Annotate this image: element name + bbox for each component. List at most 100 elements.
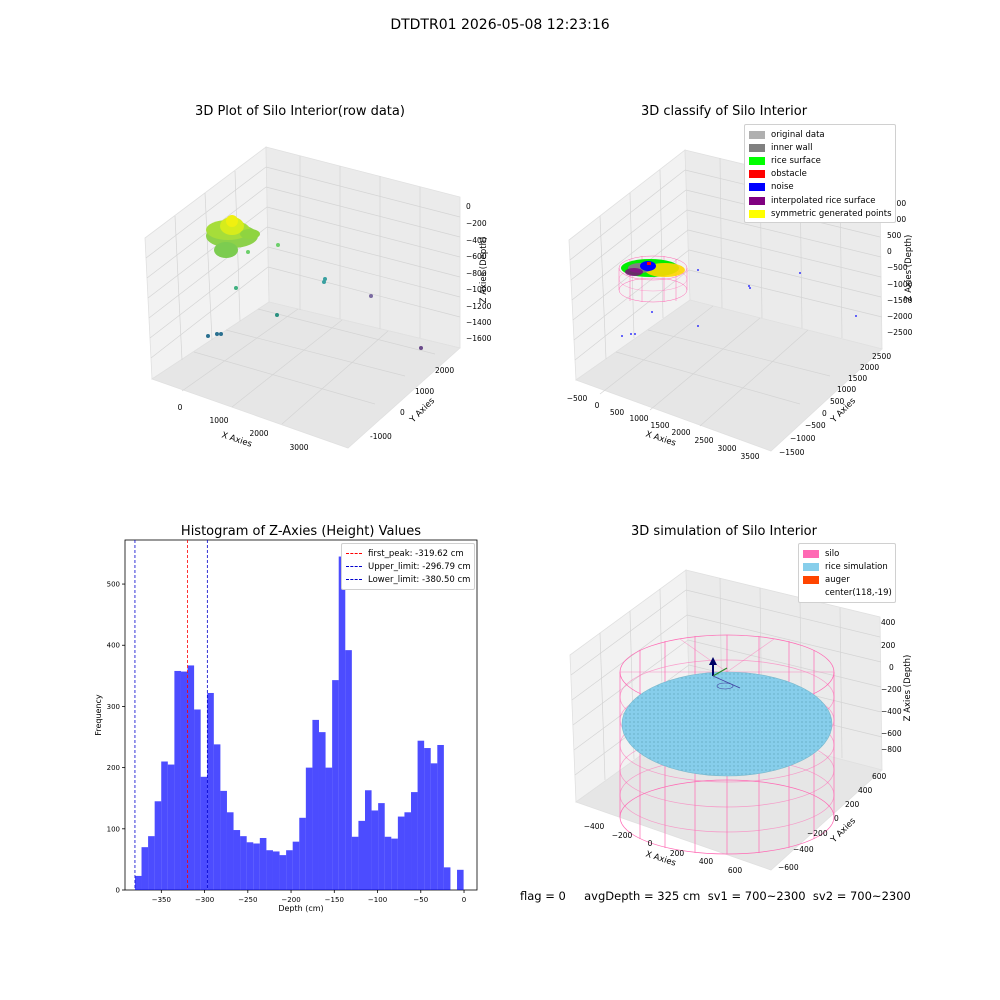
histogram-bar	[443, 867, 451, 890]
histogram-bar	[305, 767, 313, 890]
figure-title: DTDTR01 2026-05-08 12:23:16	[390, 17, 610, 33]
classify-ytick-5: 1000	[837, 385, 856, 394]
histogram-bar	[378, 803, 385, 890]
classify-ztick-3: 0	[887, 247, 892, 256]
histogram-bar	[154, 801, 162, 890]
histogram-legend: first_peak: -319.62 cm Upper_limit: -296…	[341, 543, 475, 590]
histogram-bar	[384, 836, 392, 890]
classify-ytick-3: 0	[822, 409, 827, 418]
classify-legend-swatch	[749, 130, 765, 139]
raw-ztick-0: 0	[466, 202, 471, 211]
raw-ytick-3: 2000	[435, 366, 454, 375]
sim-xtick-1: −200	[612, 831, 633, 840]
sim-ztick-4: −400	[881, 707, 902, 716]
histogram-bar	[286, 850, 293, 890]
histogram-bar	[167, 764, 175, 890]
sim-xtick-2: 0	[648, 839, 653, 848]
classify-legend-label: inner wall	[771, 142, 813, 153]
histogram-bar	[194, 709, 201, 890]
legend-lower-limit: Lower_limit: -380.50 cm	[346, 573, 470, 586]
classify-xtick-1: 0	[595, 401, 600, 410]
histogram-bar	[213, 744, 221, 890]
histogram-bar	[397, 816, 405, 890]
histogram-bar	[411, 792, 418, 890]
classify-xtick-3: 1000	[629, 414, 648, 423]
sim-ytick-2: −200	[807, 829, 828, 838]
simulation-legend: silo rice simulation auger center(118,-19)	[798, 543, 896, 603]
classify-ztick-1: 1000	[887, 215, 906, 224]
histogram-bar	[325, 767, 333, 890]
classify-ztick-0: 1500	[887, 199, 906, 208]
histogram-ytick-label: 300	[107, 703, 120, 711]
histogram-yticks: 0 100 200 300 400 500	[107, 581, 125, 895]
classify-ztick-4: −500	[887, 263, 908, 272]
histogram-bar	[148, 836, 155, 890]
histogram-bar	[272, 851, 280, 890]
sim-xtick-4: 400	[699, 857, 714, 866]
classify-ztick-2: 500	[887, 231, 902, 240]
legend-first-peak: first_peak: -319.62 cm	[346, 547, 470, 560]
classify-legend-label: symmetric generated points	[771, 208, 892, 219]
sim-ztick-6: −800	[881, 745, 902, 754]
raw-ytick-0: -1000	[370, 432, 392, 441]
simulation-legend-label: center(118,-19)	[825, 588, 892, 599]
simulation-legend-swatch	[803, 589, 819, 597]
sim-ztick-5: −600	[881, 729, 902, 738]
classify-ytick-0: −1500	[779, 448, 805, 457]
classify-legend-item: noise	[749, 181, 891, 194]
histogram-bar	[457, 869, 464, 890]
classify-ytick-8: 2500	[872, 352, 891, 361]
histogram-bar	[292, 841, 300, 890]
classify-ytick-2: −500	[805, 421, 826, 430]
classify-legend-label: original data	[771, 129, 825, 140]
classify-ztick-5: −1000	[887, 280, 913, 289]
classify-legend-item: rice surface	[749, 154, 891, 167]
histogram-bar	[371, 810, 379, 890]
histogram-bar	[358, 820, 365, 890]
histogram-bar	[299, 817, 306, 890]
raw-ztick-1: −200	[466, 219, 487, 228]
classify-legend-swatch	[749, 156, 765, 165]
simulation-legend-item: auger	[803, 573, 891, 586]
classify-xtick-7: 3000	[717, 444, 736, 453]
histogram-bar	[338, 556, 346, 890]
histogram-ytick-label: 200	[107, 764, 120, 772]
sim-ytick-4: 200	[845, 800, 860, 809]
raw-outlier-points	[206, 243, 423, 350]
histogram-xtick-label: −50	[413, 896, 428, 904]
histogram-bar	[351, 836, 359, 890]
raw-ztick-2: −400	[466, 236, 487, 245]
classify-ytick-1: −1000	[790, 434, 816, 443]
raw-ytick-1: 0	[400, 408, 405, 417]
classify-plot-title: 3D classify of Silo Interior	[640, 104, 808, 119]
histogram-xtick-label: 0	[462, 896, 466, 904]
classify-legend-swatch	[749, 196, 765, 205]
histogram-bar	[437, 744, 444, 890]
histogram-ytick-label: 500	[107, 581, 120, 589]
histogram-bar	[312, 719, 319, 890]
sim-xtick-5: 600	[728, 866, 743, 875]
status-line: flag = 0 avgDepth = 325 cm sv1 = 700~230…	[520, 889, 911, 903]
raw-xtick-3: 3000	[289, 443, 308, 452]
histogram-bar	[404, 812, 412, 890]
classify-legend-item: symmetric generated points	[749, 207, 892, 220]
simulation-legend-label: rice simulation	[825, 561, 888, 572]
classify-legend: original data inner wall rice surface obsta…	[744, 124, 896, 224]
raw-rice-blob	[206, 215, 260, 258]
sim-ytick-5: 400	[858, 786, 873, 795]
simulation-auger	[709, 657, 741, 690]
sim-xtick-0: −400	[584, 822, 605, 831]
histogram-xtick-label: −250	[238, 896, 257, 904]
raw-ztick-6: −1200	[466, 302, 492, 311]
sim-xtick-3: 200	[670, 849, 685, 858]
histogram-bar	[233, 830, 241, 890]
classify-legend-label: interpolated rice surface	[771, 195, 876, 206]
histogram-bar	[134, 875, 142, 890]
raw-ytick-2: 1000	[415, 387, 434, 396]
histogram-bar	[417, 740, 425, 890]
legend-upper-limit: Upper_limit: -296.79 cm	[346, 560, 471, 573]
histogram-bar	[345, 650, 352, 890]
classify-xtick-4: 1500	[650, 421, 669, 430]
histogram-bar	[266, 850, 273, 890]
classify-legend-swatch	[749, 183, 765, 192]
